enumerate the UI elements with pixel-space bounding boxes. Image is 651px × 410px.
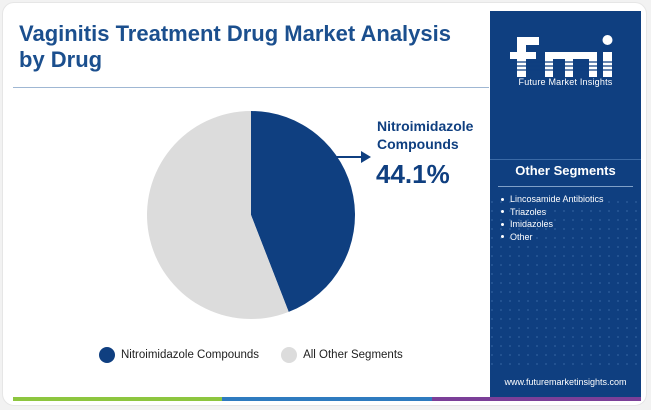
pie-chart: [146, 111, 355, 319]
dot-pattern-background: [490, 201, 641, 371]
list-item: Lincosamide Antibiotics: [500, 193, 604, 206]
legend-item-other: All Other Segments: [281, 347, 403, 363]
title-divider: [13, 87, 489, 88]
legend-swatch-other: [281, 347, 298, 363]
legend-label-other: All Other Segments: [303, 349, 403, 361]
fmi-logo-icon: [510, 35, 615, 77]
other-segments-list: Lincosamide Antibiotics Triazoles Imidaz…: [500, 193, 604, 243]
callout-label: Nitroimidazole Compounds: [377, 118, 474, 152]
side-panel: Future Market Insights Other Segments Li…: [490, 11, 641, 398]
side-divider: [490, 159, 641, 160]
accent-bar-purple: [431, 397, 641, 401]
other-segments-heading: Other Segments: [515, 163, 616, 178]
report-card: Vaginitis Treatment Drug Market Analysis…: [2, 2, 647, 406]
legend-label-nitroimidazole: Nitroimidazole Compounds: [121, 349, 260, 361]
website-link[interactable]: www.futuremarketinsights.com: [504, 377, 627, 387]
accent-bar: [13, 397, 641, 401]
brand-name: Future Market Insights: [518, 77, 613, 87]
accent-bar-green: [13, 397, 223, 401]
list-item: Triazoles: [500, 206, 604, 219]
legend-item-nitroimidazole: Nitroimidazole Compounds: [99, 347, 259, 363]
chart-legend: Nitroimidazole Compounds All Other Segme…: [99, 345, 425, 365]
accent-bar-blue: [222, 397, 432, 401]
legend-swatch-nitroimidazole: [99, 347, 115, 363]
other-segments-divider: [498, 186, 633, 187]
callout-value: 44.1%: [376, 159, 450, 189]
list-item: Other: [500, 231, 604, 244]
pie-slice-nitroimidazole-compounds: [251, 111, 355, 312]
list-item: Imidazoles: [500, 218, 604, 231]
callout-arrow-icon: [335, 151, 371, 163]
page-title: Vaginitis Treatment Drug Market Analysis…: [19, 21, 451, 72]
pie-slice-all-other-segments: [146, 111, 289, 319]
